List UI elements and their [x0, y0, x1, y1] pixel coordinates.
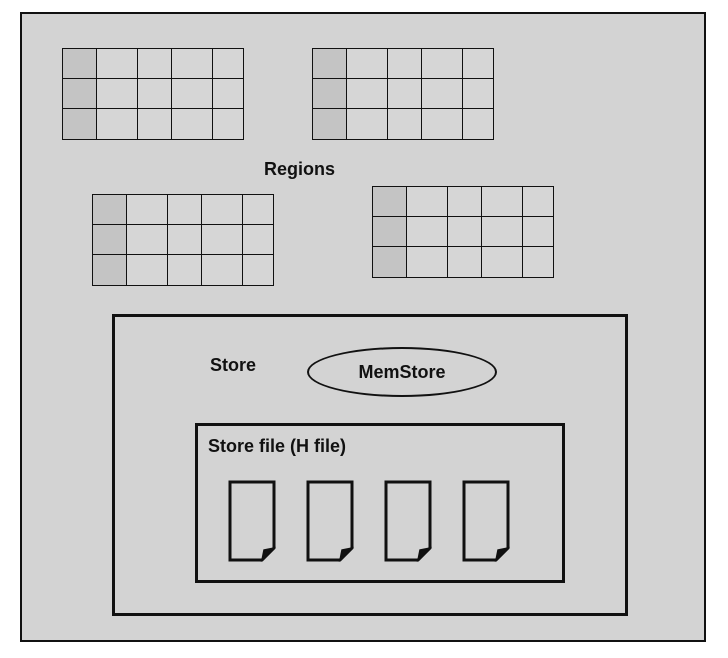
region-cell — [167, 225, 203, 255]
region-cell — [447, 187, 483, 217]
store-label: Store — [210, 355, 257, 375]
region-cell — [522, 187, 553, 217]
region-cell — [462, 49, 493, 79]
region-table — [92, 194, 274, 286]
region-cell — [97, 79, 138, 109]
regions-label: Regions — [264, 159, 336, 179]
region-cell — [462, 109, 493, 139]
region-cell — [422, 49, 463, 79]
memstore-ellipse: MemStore — [307, 347, 497, 397]
region-cell — [172, 109, 213, 139]
region-cell — [482, 247, 523, 277]
region-cell — [202, 255, 243, 285]
region-table — [372, 186, 554, 278]
region-cell — [127, 255, 168, 285]
region-cell — [137, 109, 173, 139]
region-cell — [387, 49, 423, 79]
region-cell — [407, 247, 448, 277]
region-cell — [422, 79, 463, 109]
region-cell — [462, 79, 493, 109]
region-cell — [447, 247, 483, 277]
region-server-container: Regions Store MemStore Store file (H fil… — [20, 12, 706, 642]
region-key-cell — [313, 79, 348, 109]
region-cell — [167, 255, 203, 285]
region-table — [62, 48, 244, 140]
region-cell — [137, 79, 173, 109]
region-cell — [347, 109, 388, 139]
store-file-box: Store file (H file) — [195, 423, 565, 583]
region-cell — [97, 49, 138, 79]
region-key-cell — [63, 79, 98, 109]
region-cell — [387, 109, 423, 139]
hfile-icon — [384, 480, 433, 563]
region-cell — [347, 49, 388, 79]
region-cell — [212, 79, 243, 109]
region-key-cell — [63, 109, 98, 139]
region-key-cell — [93, 225, 128, 255]
region-cell — [482, 187, 523, 217]
region-cell — [212, 109, 243, 139]
region-cell — [167, 195, 203, 225]
region-cell — [127, 225, 168, 255]
region-cell — [387, 79, 423, 109]
region-cell — [137, 49, 173, 79]
region-cell — [212, 49, 243, 79]
region-key-cell — [373, 217, 408, 247]
region-key-cell — [373, 247, 408, 277]
region-cell — [242, 195, 273, 225]
hfile-icon — [306, 480, 355, 563]
hfile-icon — [462, 480, 511, 563]
region-key-cell — [93, 255, 128, 285]
region-cell — [407, 187, 448, 217]
region-key-cell — [373, 187, 408, 217]
region-key-cell — [313, 49, 348, 79]
region-cell — [127, 195, 168, 225]
region-key-cell — [313, 109, 348, 139]
memstore-label: MemStore — [358, 361, 446, 382]
region-cell — [407, 217, 448, 247]
region-table — [312, 48, 494, 140]
region-cell — [242, 225, 273, 255]
region-cell — [97, 109, 138, 139]
region-cell — [347, 79, 388, 109]
region-cell — [172, 49, 213, 79]
region-cell — [482, 217, 523, 247]
region-cell — [522, 247, 553, 277]
hfile-icon — [228, 480, 277, 563]
region-cell — [522, 217, 553, 247]
region-key-cell — [63, 49, 98, 79]
region-cell — [447, 217, 483, 247]
region-cell — [242, 255, 273, 285]
store-file-label: Store file (H file) — [208, 436, 347, 456]
region-key-cell — [93, 195, 128, 225]
region-cell — [172, 79, 213, 109]
region-cell — [202, 195, 243, 225]
region-cell — [202, 225, 243, 255]
region-cell — [422, 109, 463, 139]
store-box: Store MemStore Store file (H file) — [112, 314, 628, 616]
